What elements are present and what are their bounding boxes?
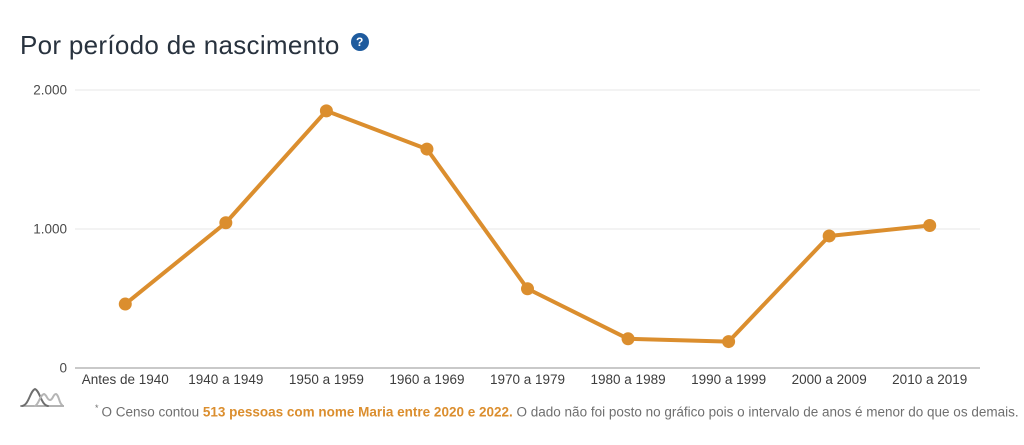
footnote-highlight: 513 pessoas com nome Maria entre 2020 e … [202, 404, 513, 420]
x-axis-label-8: 2010 a 2019 [892, 372, 967, 387]
data-point-5[interactable] [621, 332, 635, 346]
x-axis-label-5: 1980 a 1989 [591, 372, 666, 387]
footnote: * O Censo contou 513 pessoas com nome Mar… [95, 403, 1019, 420]
page-title: Por período de nascimento [20, 30, 340, 60]
footnote-text-after: O dado não foi posto no gráfico pois o i… [512, 404, 1019, 420]
x-axis-label-3: 1960 a 1969 [389, 372, 464, 387]
footnote-text-before: O Censo contou [101, 404, 203, 420]
data-point-3[interactable] [420, 142, 434, 156]
data-point-0[interactable] [118, 297, 132, 311]
data-point-4[interactable] [521, 282, 534, 296]
x-axis-label-6: 1990 a 1999 [691, 372, 766, 387]
x-axis-label-2: 1950 a 1959 [289, 372, 364, 387]
x-axis-label-0: Antes de 1940 [82, 372, 169, 387]
distribution-curves-glyph [20, 387, 64, 407]
data-point-8[interactable] [923, 219, 937, 233]
footnote-asterisk: * [95, 403, 99, 413]
data-point-1[interactable] [219, 216, 233, 230]
data-point-7[interactable] [822, 229, 836, 243]
y-tick-label-0: 0 [59, 361, 67, 376]
data-line [123, 108, 932, 344]
help-glyph: ? [356, 35, 364, 49]
y-tick-label-2000: 2.000 [33, 83, 67, 98]
x-axis-label-1: 1940 a 1949 [188, 372, 263, 387]
x-axis-label-4: 1970 a 1979 [490, 372, 565, 387]
x-axis-label-7: 2000 a 2009 [792, 372, 867, 387]
chart-header: Por período de nascimento ? [20, 30, 369, 61]
data-point-6[interactable] [722, 335, 736, 349]
help-icon[interactable]: ? [350, 33, 369, 51]
y-tick-label-1000: 1.000 [33, 222, 67, 237]
data-point-2[interactable] [319, 104, 333, 118]
distribution-curves-icon[interactable] [20, 383, 64, 411]
